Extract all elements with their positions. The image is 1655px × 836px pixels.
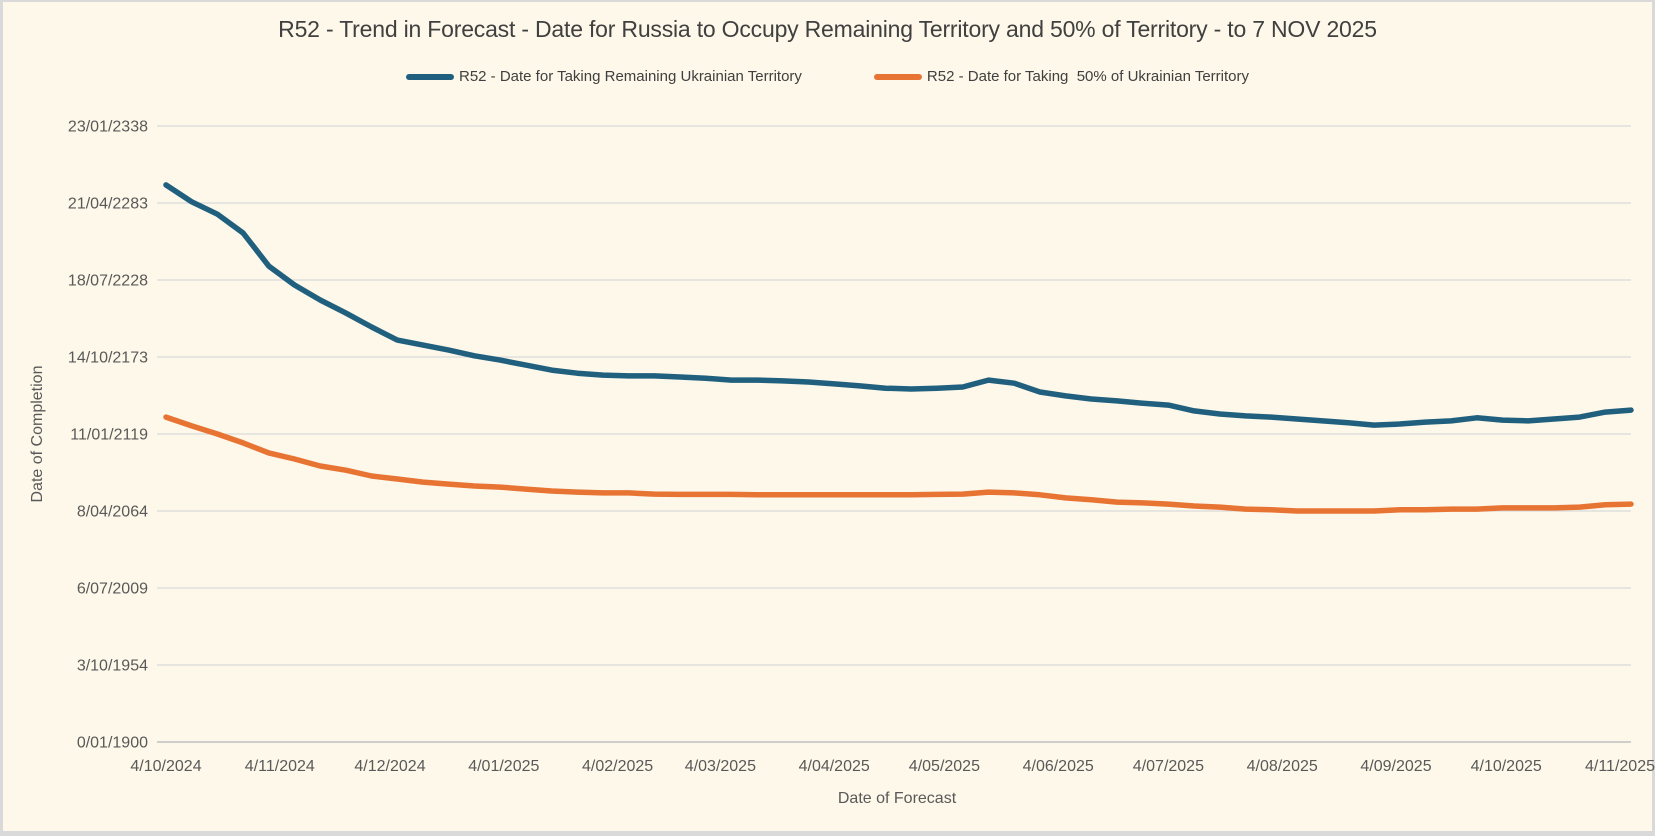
series-line-remaining-territory (163, 182, 1634, 428)
x-tick-label: 4/06/2025 (1023, 758, 1094, 775)
y-tick-label: 14/10/2173 (68, 350, 148, 367)
legend-label-50pct-territory: R52 - Date for Taking 50% of Ukrainian T… (926, 68, 1250, 85)
x-axis-title: Date of Forecast (838, 790, 957, 807)
x-tick-label: 4/01/2025 (468, 758, 539, 775)
y-tick-label: 6/07/2009 (77, 581, 148, 598)
x-tick-label: 4/04/2025 (799, 758, 870, 775)
y-tick-label: 21/04/2283 (68, 196, 148, 213)
legend-line-marker-50pct-territory (873, 73, 922, 80)
y-tick-label: 11/01/2119 (70, 427, 148, 444)
x-tick-label: 4/08/2025 (1247, 758, 1318, 775)
x-tick-label: 4/09/2025 (1360, 758, 1431, 775)
y-tick-label: 0/01/1900 (77, 735, 148, 752)
y-tick-label: 23/01/2338 (68, 119, 148, 136)
legend: R52 - Date for Taking Remaining Ukrainia… (0, 68, 1655, 85)
chart-panel (3, 2, 1652, 831)
x-tick-label: 4/02/2025 (582, 758, 653, 775)
x-tick-label: 4/11/2025 (1585, 758, 1655, 775)
x-tick-label: 4/07/2025 (1133, 758, 1204, 775)
legend-item-50pct-territory: R52 - Date for Taking 50% of Ukrainian T… (873, 68, 1250, 85)
y-axis-title: Date of Completion (29, 366, 46, 503)
x-tick-label: 4/05/2025 (909, 758, 980, 775)
x-tick-label: 4/12/2024 (354, 758, 425, 775)
y-tick-label: 18/07/2228 (68, 273, 148, 290)
x-tick-label: 4/10/2025 (1471, 758, 1542, 775)
legend-line-marker-remaining-territory (405, 73, 454, 80)
series-line-50pct-territory (163, 414, 1634, 514)
x-tick-label: 4/03/2025 (685, 758, 756, 775)
x-tick-label: 4/11/2024 (245, 758, 315, 775)
y-tick-label: 3/10/1954 (77, 658, 148, 675)
y-tick-label: 8/04/2064 (77, 504, 148, 521)
legend-item-remaining-territory: R52 - Date for Taking Remaining Ukrainia… (405, 68, 802, 85)
x-tick-label: 4/10/2024 (130, 758, 201, 775)
legend-label-remaining-territory: R52 - Date for Taking Remaining Ukrainia… (458, 68, 802, 85)
chart-title: R52 - Trend in Forecast - Date for Russi… (278, 16, 1377, 42)
